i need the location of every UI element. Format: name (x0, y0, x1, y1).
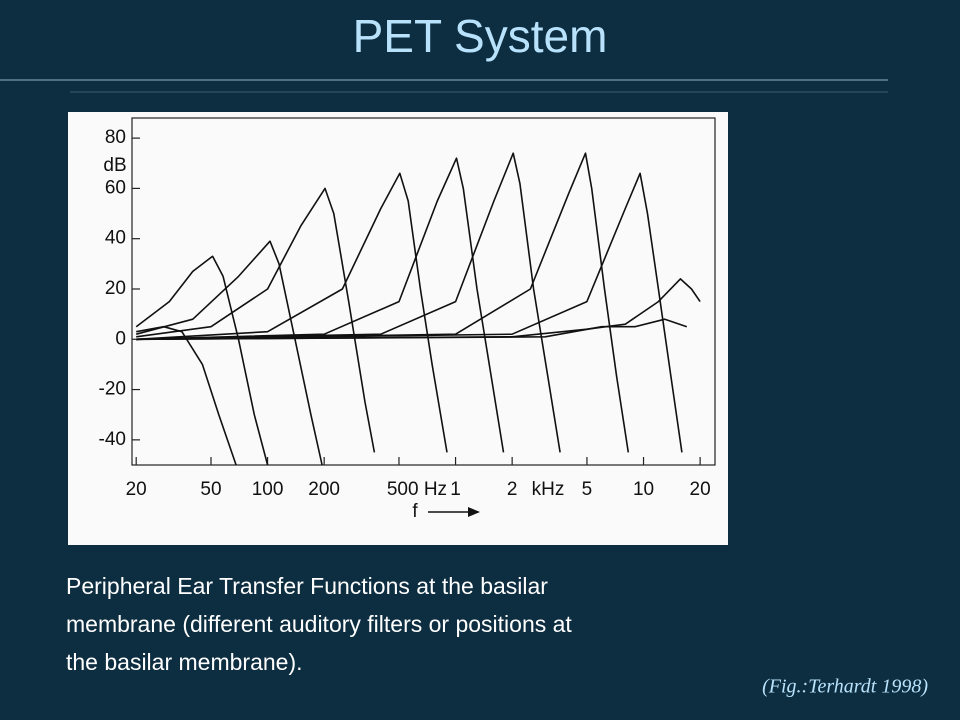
y-tick-label: 80 (105, 127, 126, 148)
y-tick-label: -20 (99, 379, 126, 400)
y-tick-label: 20 (105, 278, 126, 299)
x-tick-label: 20 (690, 479, 711, 500)
response-curve (136, 152, 630, 453)
x-axis-arrowhead (468, 507, 480, 517)
y-axis-label: dB (103, 155, 126, 176)
response-curve (136, 172, 683, 453)
response-curve (136, 187, 376, 453)
caption-line: membrane (different auditory filters or … (66, 611, 572, 637)
x-tick-label: 200 (308, 479, 340, 500)
x-tick-label: 20 (126, 479, 147, 500)
y-tick-label: -40 (99, 429, 126, 450)
response-curve (135, 255, 269, 466)
response-curve (136, 278, 701, 341)
caption-line: Peripheral Ear Transfer Functions at the… (66, 573, 548, 599)
caption-line: the basilar membrane). (66, 649, 303, 675)
figure-source: (Fig.:Terhardt 1998) (762, 676, 928, 698)
x-tick-label: 500 Hz (387, 479, 447, 500)
x-tick-label: 10 (633, 479, 654, 500)
x-tick-label: 50 (200, 479, 221, 500)
response-curve (136, 157, 505, 453)
response-curve (136, 318, 688, 341)
y-tick-label: 0 (115, 328, 126, 349)
x-unit-label: kHz (532, 479, 565, 500)
x-tick-label: 5 (582, 479, 593, 500)
figure-background (68, 112, 728, 545)
x-tick-label: 1 (450, 479, 461, 500)
slide-title: PET System (353, 10, 608, 62)
x-tick-label: 2 (507, 479, 518, 500)
x-tick-label: 100 (252, 479, 284, 500)
y-tick-label: 60 (105, 177, 126, 198)
plot-frame (131, 117, 716, 466)
response-curve (136, 152, 561, 453)
response-curve (135, 240, 323, 466)
y-tick-label: 40 (105, 228, 126, 249)
response-curve (136, 172, 448, 453)
x-axis-label: f (412, 501, 418, 522)
